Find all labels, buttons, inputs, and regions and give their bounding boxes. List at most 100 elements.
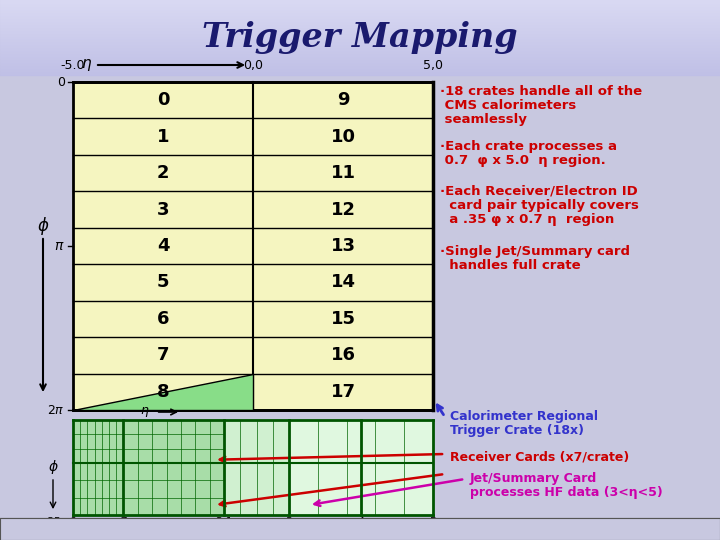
Text: $\phi$: $\phi$ [48, 458, 58, 476]
Bar [0, 44, 720, 45]
Text: processes HF data (3<η<5): processes HF data (3<η<5) [470, 486, 662, 499]
Text: 0.7  φ x 5.0  η region.: 0.7 φ x 5.0 η region. [440, 154, 606, 167]
Text: $2\pi$: $2\pi$ [48, 403, 65, 416]
Bar [0, 11, 720, 12]
Text: 13: 13 [330, 237, 356, 255]
Bar [0, 36, 720, 37]
Bar [0, 7, 720, 8]
Text: 2.1: 2.1 [215, 517, 233, 527]
Text: 14: 14 [330, 273, 356, 292]
Bar [0, 65, 720, 66]
Bar [0, 46, 720, 47]
Text: 5: 5 [430, 517, 436, 527]
Text: ·Each crate processes a: ·Each crate processes a [440, 140, 617, 153]
Bar [0, 70, 720, 71]
Bar [0, 64, 720, 65]
Bar [0, 40, 720, 41]
Bar [0, 59, 720, 60]
Bar [0, 42, 720, 43]
Bar [73, 82, 433, 410]
Bar [123, 420, 224, 515]
Text: 5: 5 [157, 273, 169, 292]
Bar [0, 518, 720, 540]
Bar [0, 74, 720, 75]
Text: $\phi$: $\phi$ [37, 215, 49, 237]
Text: 15: 15 [330, 310, 356, 328]
Polygon shape [73, 374, 253, 410]
Text: $\eta$: $\eta$ [81, 57, 92, 73]
Bar [0, 58, 720, 59]
Text: CMS Regional Calorimeter Trigger - 6: CMS Regional Calorimeter Trigger - 6 [520, 524, 712, 534]
Bar [0, 33, 720, 34]
Text: 4: 4 [357, 517, 364, 527]
Bar [0, 26, 720, 27]
Bar [0, 67, 720, 68]
Bar [0, 0, 720, 1]
Text: 0: 0 [57, 76, 65, 89]
Bar [0, 60, 720, 61]
Bar [0, 12, 720, 13]
Text: Receiver Cards (x7/crate): Receiver Cards (x7/crate) [450, 450, 629, 463]
Bar [0, 38, 720, 39]
Bar [0, 5, 720, 6]
Text: 12: 12 [330, 200, 356, 219]
Bar [0, 4, 720, 5]
Text: Calorimeter Regional: Calorimeter Regional [450, 410, 598, 423]
Bar [289, 420, 433, 515]
Bar [0, 43, 720, 44]
Text: 10: 10 [330, 127, 356, 146]
Bar [0, 2, 720, 3]
Bar [0, 9, 720, 10]
Text: handles full crate: handles full crate [440, 259, 580, 272]
Bar [0, 13, 720, 14]
Bar [0, 29, 720, 30]
Bar [0, 68, 720, 69]
Text: $\eta$: $\eta$ [140, 405, 150, 419]
Bar [0, 24, 720, 25]
Bar [0, 8, 720, 9]
Bar [0, 1, 720, 2]
Bar [0, 28, 720, 29]
Text: Trigger Mapping: Trigger Mapping [202, 22, 518, 55]
Text: 1: 1 [157, 127, 169, 146]
Text: 9: 9 [337, 91, 349, 109]
Bar [0, 45, 720, 46]
Bar [0, 48, 720, 49]
Text: .35: .35 [45, 517, 61, 527]
Bar [0, 10, 720, 11]
Text: 6: 6 [157, 310, 169, 328]
Bar [224, 420, 289, 515]
Bar [0, 52, 720, 53]
Text: 4: 4 [157, 237, 169, 255]
Text: $\pi$: $\pi$ [55, 239, 65, 253]
Bar [0, 23, 720, 24]
Bar [0, 56, 720, 57]
Bar [0, 25, 720, 26]
Bar [0, 53, 720, 54]
Bar [0, 57, 720, 58]
Bar [0, 6, 720, 7]
Bar [0, 3, 720, 4]
Bar [0, 34, 720, 35]
Bar [0, 20, 720, 21]
Text: a .35 φ x 0.7 η  region: a .35 φ x 0.7 η region [440, 213, 614, 226]
Text: ·Each Receiver/Electron ID: ·Each Receiver/Electron ID [440, 185, 638, 198]
Text: 17: 17 [330, 383, 356, 401]
Text: 0: 0 [157, 91, 169, 109]
Text: 7: 7 [157, 346, 169, 364]
Bar [0, 14, 720, 15]
Bar [0, 22, 720, 23]
Bar [0, 62, 720, 63]
Bar [0, 73, 720, 74]
Bar [0, 69, 720, 70]
Bar [0, 55, 720, 56]
Text: Trigger Crate (18x): Trigger Crate (18x) [450, 424, 584, 437]
Text: 11: 11 [330, 164, 356, 182]
Bar [73, 420, 123, 515]
Bar [0, 51, 720, 52]
Text: seamlessly: seamlessly [440, 113, 527, 126]
Bar [0, 15, 720, 16]
Bar [0, 17, 720, 18]
Text: Jet/Summary Card: Jet/Summary Card [470, 472, 598, 485]
Text: 5,0: 5,0 [423, 59, 443, 72]
